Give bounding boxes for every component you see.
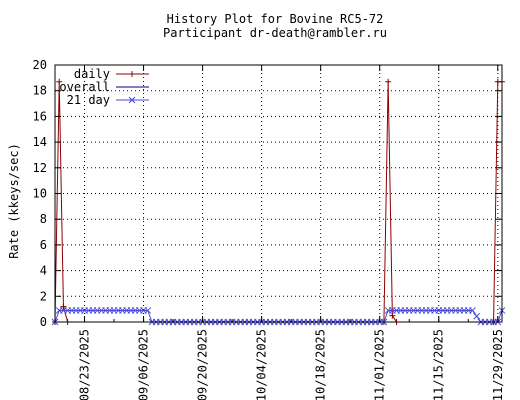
x-tick-label: 10/04/2025 xyxy=(255,329,269,400)
grid xyxy=(55,65,502,322)
data-point xyxy=(60,303,67,310)
y-tick-label: 10 xyxy=(33,187,47,201)
x-tick-label: 08/23/2025 xyxy=(78,329,92,400)
data-point xyxy=(56,78,63,85)
x-tick-label: 11/01/2025 xyxy=(373,329,387,400)
y-tick-label: 4 xyxy=(40,264,47,278)
plot-frame xyxy=(54,64,503,323)
x-tick-label: 11/29/2025 xyxy=(491,329,505,400)
x-tick-label: 11/15/2025 xyxy=(432,329,446,400)
x-tick-label: 10/18/2025 xyxy=(314,329,328,400)
x-tick-label: 09/06/2025 xyxy=(137,329,151,400)
data-point xyxy=(469,307,476,314)
data-point xyxy=(473,312,481,320)
axis-ticks: 0 2 4 6 8 10 12 14 16 18 20 08/23/2025 09/06/2025 09/… xyxy=(33,58,505,400)
legend-label: 21 day xyxy=(67,93,110,107)
legend-label: daily xyxy=(74,67,110,81)
x-tick-label: 09/20/2025 xyxy=(196,329,210,400)
series-layer xyxy=(51,78,506,326)
chart-subtitle: Participant dr-death@rambler.ru xyxy=(163,26,387,40)
y-tick-label: 12 xyxy=(33,161,47,175)
y-tick-label: 2 xyxy=(40,289,47,303)
y-axis-label: Rate (kkeys/sec) xyxy=(7,143,21,259)
data-point xyxy=(385,78,392,85)
data-point xyxy=(144,307,152,314)
legend-label: overall xyxy=(59,80,110,94)
data-point xyxy=(389,312,396,319)
series-line xyxy=(54,309,503,323)
series-line xyxy=(54,81,502,323)
series-daily xyxy=(52,78,505,325)
data-point xyxy=(129,71,135,77)
chart-title: History Plot for Bovine RC5-72 xyxy=(167,12,384,26)
y-tick-label: 14 xyxy=(33,135,47,149)
y-tick-label: 20 xyxy=(33,58,47,72)
y-tick-label: 8 xyxy=(40,212,47,226)
y-tick-label: 0 xyxy=(40,315,47,329)
y-tick-label: 18 xyxy=(33,84,47,98)
data-point xyxy=(128,96,136,104)
y-tick-label: 6 xyxy=(40,238,47,252)
y-tick-label: 16 xyxy=(33,109,47,123)
